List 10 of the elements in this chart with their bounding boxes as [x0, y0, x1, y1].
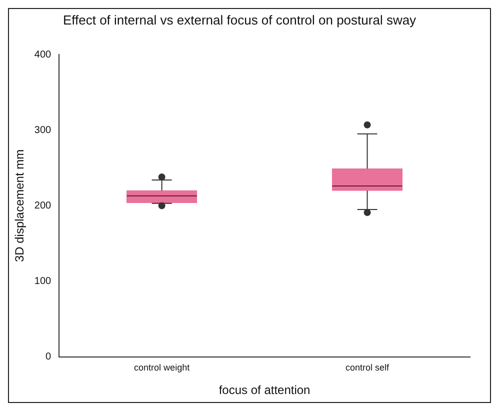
- y-tick-label: 0: [46, 352, 52, 363]
- y-axis-title: 3D displacement mm: [12, 149, 27, 262]
- x-axis-title: focus of attention: [218, 383, 310, 398]
- y-tick-label: 300: [34, 124, 52, 136]
- y-tick-label: 100: [34, 276, 52, 287]
- chart-title: Effect of internal vs external focus of control on postural sway: [62, 12, 417, 28]
- x-tick-label: control self: [346, 362, 390, 373]
- x-tick-label: control weight: [134, 362, 190, 373]
- y-tick-label: 400: [34, 49, 52, 60]
- y-tick-label: 200: [34, 200, 52, 212]
